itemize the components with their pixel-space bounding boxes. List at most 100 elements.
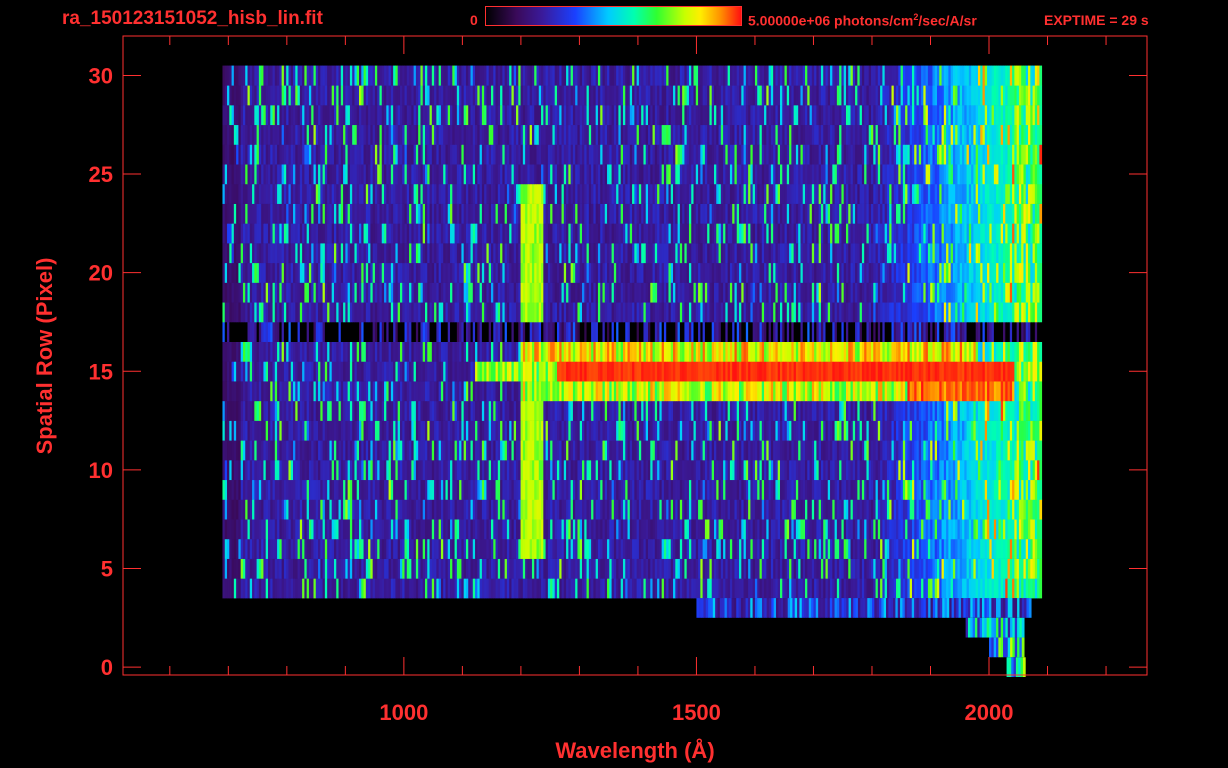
heatmap-cell <box>818 479 822 500</box>
heatmap-cell <box>818 499 822 520</box>
heatmap-cell <box>393 381 396 402</box>
heatmap-cell <box>493 321 496 342</box>
heatmap-cell <box>436 381 440 402</box>
heatmap-cell <box>229 321 232 342</box>
heatmap-cell <box>286 519 289 540</box>
heatmap-cell <box>893 321 897 342</box>
heatmap-cell <box>766 499 770 520</box>
heatmap-cell <box>732 400 735 421</box>
heatmap-cell <box>861 321 865 342</box>
heatmap-cell <box>786 400 790 421</box>
heatmap-cell <box>456 420 460 441</box>
heatmap-cell <box>438 420 442 441</box>
heatmap-cell <box>377 519 380 540</box>
heatmap-cell <box>345 558 349 579</box>
heatmap-cell <box>946 341 949 362</box>
heatmap-cell <box>770 400 774 421</box>
heatmap-cell <box>702 400 706 421</box>
heatmap-cell <box>600 400 603 421</box>
heatmap-cell <box>381 321 385 342</box>
heatmap-cell <box>368 321 371 342</box>
heatmap-cell <box>875 538 879 559</box>
heatmap-cell <box>675 361 678 382</box>
heatmap-cell <box>782 499 785 520</box>
heatmap-cell <box>834 440 838 461</box>
heatmap-cell <box>921 381 924 402</box>
heatmap-cell <box>372 578 376 599</box>
heatmap-cell <box>411 460 415 481</box>
heatmap-cell <box>1009 381 1013 402</box>
heatmap-cell <box>258 400 262 421</box>
heatmap-cell <box>891 321 895 342</box>
heatmap-cell <box>359 538 362 559</box>
heatmap-cell <box>825 361 829 382</box>
heatmap-cell <box>754 499 758 520</box>
heatmap-cell <box>361 440 364 461</box>
heatmap-cell <box>459 519 462 540</box>
heatmap-cell <box>800 381 804 402</box>
heatmap-cell <box>545 440 549 461</box>
heatmap-cell <box>324 321 328 342</box>
heatmap-cell <box>582 440 585 461</box>
heatmap-cell <box>937 400 940 421</box>
heatmap-cell <box>359 499 362 520</box>
heatmap-cell <box>338 341 342 362</box>
heatmap-cell <box>586 321 590 342</box>
heatmap-cell <box>479 400 483 421</box>
heatmap-cell <box>798 499 801 520</box>
heatmap-cell <box>866 479 870 500</box>
heatmap-cell <box>595 460 599 481</box>
heatmap-cell <box>725 499 729 520</box>
heatmap-cell <box>716 341 719 362</box>
heatmap-cell <box>682 321 685 342</box>
heatmap-cell <box>256 361 260 382</box>
heatmap-cell <box>914 440 917 461</box>
heatmap-cell <box>791 460 795 481</box>
heatmap-cell <box>438 578 442 599</box>
heatmap-cell <box>582 499 585 520</box>
heatmap-cell <box>338 558 342 579</box>
heatmap-cell <box>857 479 861 500</box>
heatmap-cell <box>634 479 638 500</box>
heatmap-cell <box>490 519 494 540</box>
heatmap-cell <box>368 519 371 540</box>
heatmap-cell <box>263 499 267 520</box>
heatmap-cell <box>852 400 856 421</box>
heatmap-cell <box>415 538 419 559</box>
heatmap-cell <box>488 538 492 559</box>
heatmap-cell <box>791 558 795 579</box>
heatmap-cell <box>343 519 346 540</box>
heatmap-cell <box>531 558 535 579</box>
heatmap-cell <box>925 460 929 481</box>
heatmap-cell <box>691 361 694 382</box>
heatmap-cell <box>839 460 842 481</box>
heatmap-cell <box>638 519 642 540</box>
heatmap-cell <box>461 381 465 402</box>
heatmap-cell <box>277 578 280 599</box>
heatmap-cell <box>311 479 314 500</box>
heatmap-cell <box>425 341 428 362</box>
heatmap-cell <box>987 361 990 382</box>
heatmap-cell <box>932 321 936 342</box>
heatmap-cell <box>324 381 328 402</box>
heatmap-cell <box>529 538 533 559</box>
heatmap-cell <box>295 341 298 362</box>
heatmap-cell <box>422 420 426 441</box>
heatmap-cell <box>1009 361 1013 382</box>
heatmap-cell <box>723 361 726 382</box>
heatmap-cell <box>525 321 528 342</box>
heatmap-cell <box>825 341 829 362</box>
heatmap-cell <box>1025 499 1029 520</box>
heatmap-cell <box>905 558 908 579</box>
heatmap-cell <box>741 479 744 500</box>
heatmap-cell <box>336 361 339 382</box>
heatmap-cell <box>388 499 392 520</box>
heatmap-cell <box>566 519 569 540</box>
heatmap-cell <box>702 321 706 342</box>
heatmap-cell <box>477 499 481 520</box>
heatmap-cell <box>572 420 576 441</box>
heatmap-cell <box>996 400 999 421</box>
heatmap-cell <box>465 420 469 441</box>
heatmap-cell <box>504 499 508 520</box>
heatmap-cell <box>816 519 820 540</box>
